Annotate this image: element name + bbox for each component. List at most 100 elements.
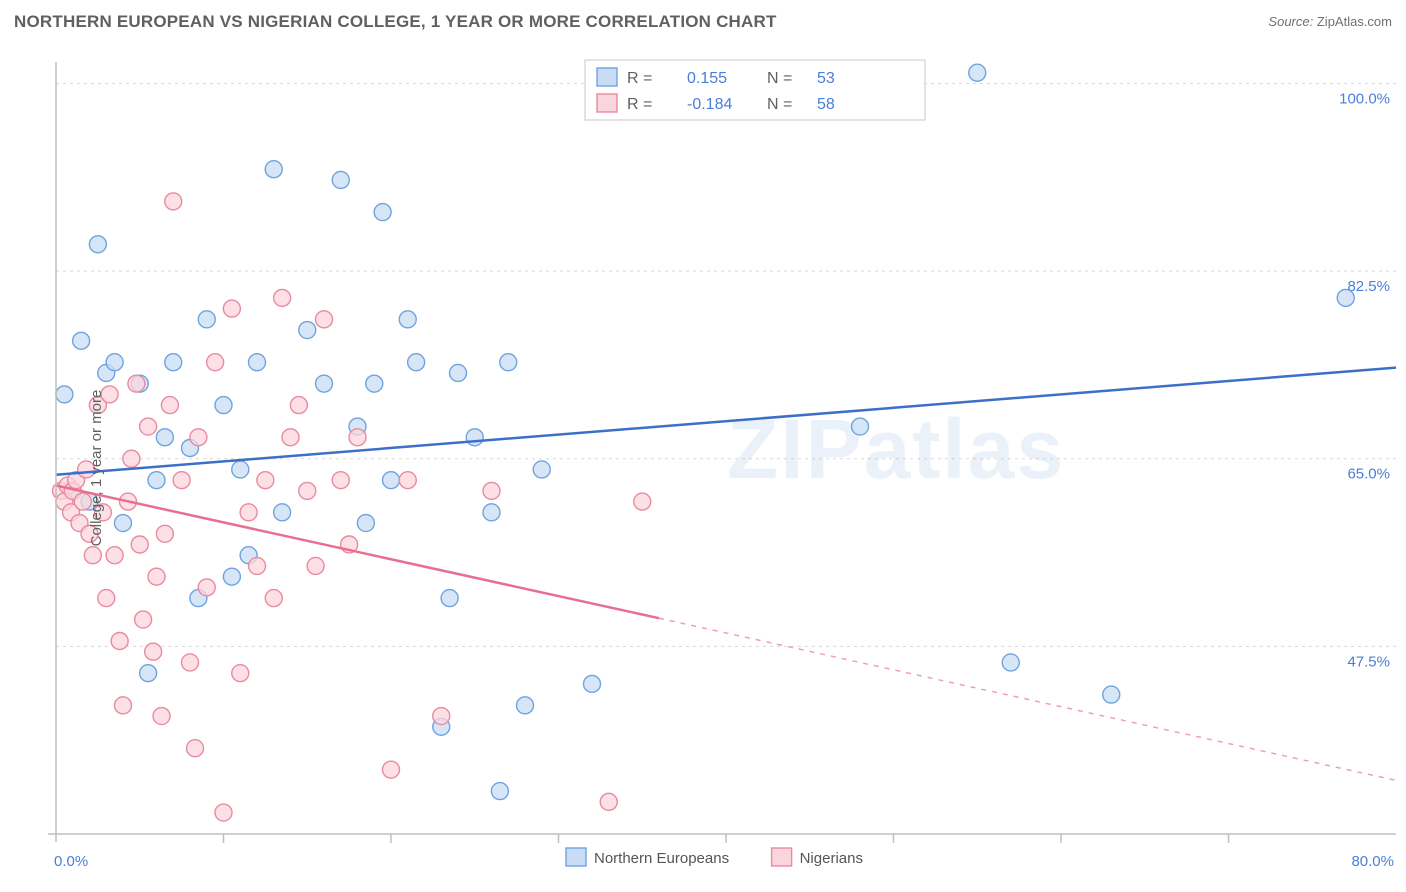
data-point [634,493,651,510]
legend-n-label: N = [767,70,792,87]
data-point [106,547,123,564]
data-point [399,472,416,489]
legend-n-label: N = [767,96,792,113]
bottom-legend-swatch [772,848,792,866]
data-point [299,322,316,339]
data-point [408,354,425,371]
source: Source: ZipAtlas.com [1268,14,1392,29]
bottom-legend-label: Northern Europeans [594,850,729,867]
data-point [187,740,204,757]
chart: College, 1 year or more 47.5%65.0%82.5%1… [0,44,1406,892]
data-point [316,375,333,392]
data-point [366,375,383,392]
legend-swatch [597,94,617,112]
data-point [106,354,123,371]
data-point [483,482,500,499]
data-point [307,557,324,574]
data-point [584,675,601,692]
data-point [265,161,282,178]
legend-n-value: 53 [817,70,835,87]
data-point [182,654,199,671]
data-point [140,665,157,682]
data-point [517,697,534,714]
data-point [215,397,232,414]
data-point [131,536,148,553]
data-point [156,429,173,446]
data-point [111,633,128,650]
y-tick-label: 82.5% [1347,278,1390,295]
data-point [249,557,266,574]
data-point [441,590,458,607]
data-point [533,461,550,478]
data-point [257,472,274,489]
data-point [115,515,132,532]
y-tick-label: 47.5% [1347,653,1390,670]
data-point [153,708,170,725]
bottom-legend-label: Nigerians [800,850,863,867]
data-point [852,418,869,435]
data-point [969,64,986,81]
data-point [600,793,617,810]
data-point [274,504,291,521]
data-point [316,311,333,328]
data-point [156,525,173,542]
y-tick-label: 65.0% [1347,466,1390,483]
data-point [145,643,162,660]
legend-r-label: R = [627,70,652,87]
data-point [399,311,416,328]
data-point [383,761,400,778]
data-point [173,472,190,489]
data-point [433,708,450,725]
data-point [332,472,349,489]
source-value: ZipAtlas.com [1317,14,1392,29]
y-axis-label: College, 1 year or more [88,390,105,547]
data-point [1337,289,1354,306]
data-point [115,697,132,714]
data-point [450,364,467,381]
data-point [282,429,299,446]
data-point [190,429,207,446]
data-point [165,193,182,210]
data-point [500,354,517,371]
data-point [299,482,316,499]
data-point [223,568,240,585]
data-point [148,472,165,489]
data-point [198,579,215,596]
data-point [215,804,232,821]
data-point [140,418,157,435]
data-point [249,354,266,371]
data-point [56,386,73,403]
data-point [165,354,182,371]
data-point [135,611,152,628]
legend-swatch [597,68,617,86]
data-point [198,311,215,328]
chart-svg: 47.5%65.0%82.5%100.0%ZIPatlas0.0%80.0%R … [0,44,1406,892]
data-point [161,397,178,414]
data-point [232,665,249,682]
data-point [374,204,391,221]
data-point [240,504,257,521]
data-point [123,450,140,467]
data-point [148,568,165,585]
data-point [274,289,291,306]
data-point [232,461,249,478]
y-tick-label: 100.0% [1339,90,1390,107]
data-point [265,590,282,607]
data-point [84,547,101,564]
data-point [128,375,145,392]
data-point [357,515,374,532]
data-point [1002,654,1019,671]
trend-line [56,486,659,619]
bottom-legend-swatch [566,848,586,866]
data-point [223,300,240,317]
x-tick-label: 0.0% [54,853,88,870]
x-tick-label: 80.0% [1351,853,1394,870]
data-point [207,354,224,371]
chart-title: NORTHERN EUROPEAN VS NIGERIAN COLLEGE, 1… [14,12,777,31]
legend-r-value: 0.155 [687,70,727,87]
data-point [466,429,483,446]
data-point [73,332,90,349]
source-label: Source: [1268,14,1313,29]
header: NORTHERN EUROPEAN VS NIGERIAN COLLEGE, 1… [14,12,1392,42]
data-point [89,236,106,253]
